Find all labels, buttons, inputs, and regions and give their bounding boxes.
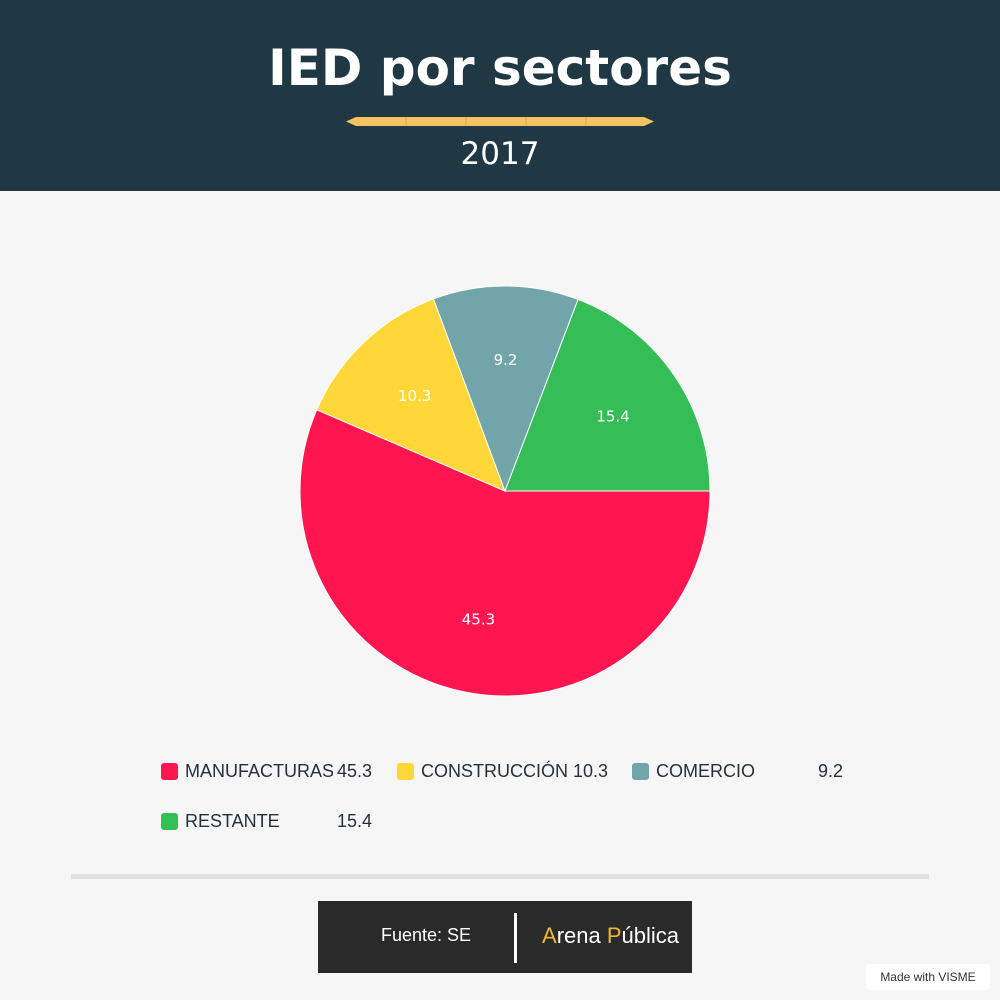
pie-slice-restante [504, 298, 711, 492]
legend-item-restante: RESTANTE 15.4 [161, 809, 381, 833]
pencil-divider-icon [346, 117, 654, 126]
brand-logo: Arena Pública [542, 923, 680, 948]
source-separator [514, 913, 517, 963]
legend-swatch-restante [161, 812, 178, 830]
pie-slice-manufacturas [299, 409, 711, 697]
pie-chart: 45.3 10.3 9.2 15.4 [299, 285, 711, 697]
legend-label: MANUFACTURAS [185, 760, 335, 781]
legend-label: CONSTRUCCIÓN [421, 760, 568, 781]
pie-slice-label: 9.2 [494, 351, 518, 369]
legend-swatch-construccion [397, 762, 414, 780]
chart-title: IED por sectores [268, 39, 732, 97]
legend-swatch-comercio [632, 762, 649, 780]
pie-slice-construcción [316, 298, 506, 492]
legend-value: 15.4 [337, 810, 373, 831]
pie-slice-label: 10.3 [398, 387, 431, 405]
legend-item-manufacturas: MANUFACTURAS 45.3 [161, 759, 381, 783]
pie-slice-label: 15.4 [596, 408, 629, 426]
chart-subtitle: 2017 [460, 136, 540, 172]
legend-item-comercio: COMERCIO 9.2 [632, 759, 852, 783]
legend-value: 45.3 [337, 760, 373, 781]
made-with-visme-badge[interactable]: Made with VISME [866, 964, 990, 990]
footer-divider [71, 874, 929, 879]
legend-value: 9.2 [818, 760, 844, 781]
source-text: Fuente: SE [381, 925, 472, 945]
pie-slice-comercio [432, 285, 579, 493]
legend-label: RESTANTE [185, 810, 280, 831]
legend-item-construccion: CONSTRUCCIÓN 10.3 [397, 759, 617, 783]
legend-label: COMERCIO [656, 760, 755, 781]
legend-swatch-manufacturas [161, 762, 178, 780]
legend-value: 10.3 [573, 760, 609, 781]
pie-slice-label: 45.3 [462, 610, 495, 628]
source-banner: Fuente: SE Arena Pública [318, 901, 692, 973]
header-banner: IED por sectores 2017 [0, 0, 1000, 191]
